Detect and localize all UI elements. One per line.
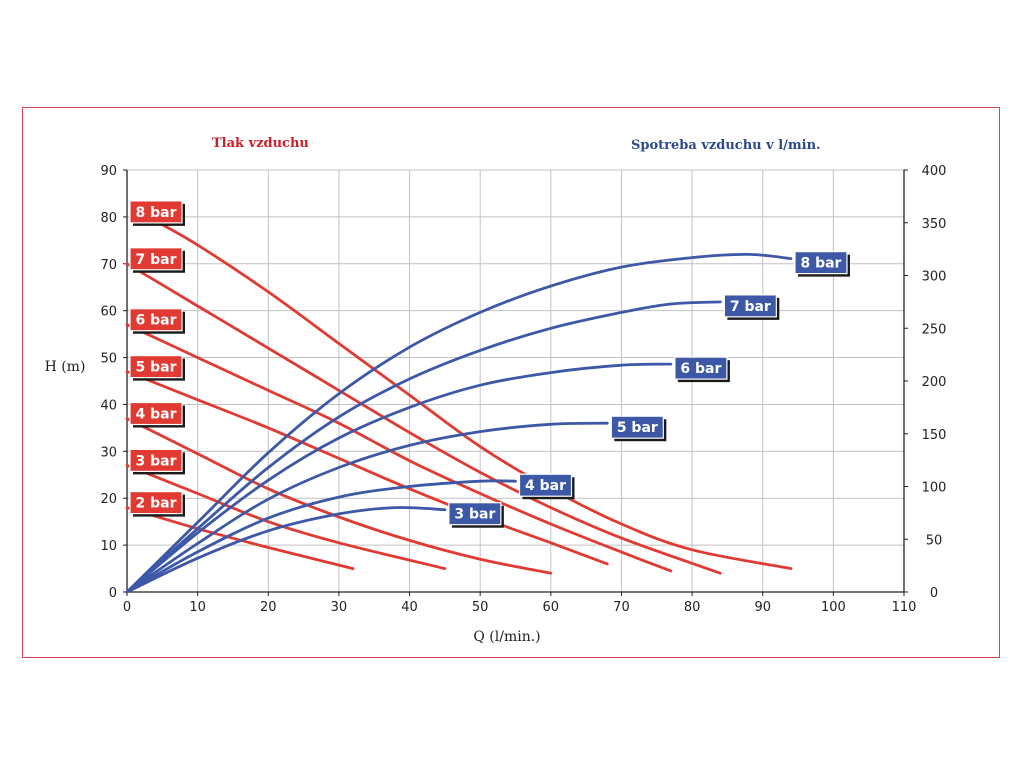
badge-text: 6 bar [136,313,177,329]
air-curve-6-bar [125,362,673,594]
air-curve-3-bar [125,506,447,594]
x-tick-label: 70 [613,600,630,615]
x-tick-label: 0 [123,600,131,615]
head-label-6-bar: 6 bar [129,308,185,334]
x-tick-label: 100 [821,600,846,615]
y2-tick-label: 150 [922,428,947,443]
x-tick-label: 90 [754,600,771,615]
badge-text: 6 bar [680,361,721,377]
air-curve-8-bar [125,252,793,594]
air-label-6-bar: 6 bar [674,356,730,383]
head-curve-7-bar [125,262,722,575]
pressure-legend-title: Tlak vzduchu [212,136,309,151]
badge-text: 3 bar [454,507,495,523]
x-tick-label: 110 [892,600,917,615]
head-label-8-bar: 8 bar [129,200,185,226]
badge-text: 5 bar [136,360,177,376]
y-tick-label: 80 [100,211,117,226]
y-tick-label: 50 [100,352,117,367]
badge-box [129,401,183,426]
badge-box [129,308,183,332]
y-axis-label: H (m) [45,359,86,375]
air-consumption-legend-title: Spotreba vzduchu v l/min. [631,138,821,153]
air-label-8-bar: 8 bar [794,251,850,277]
badge-text: 8 bar [800,256,841,272]
y-tick-label: 90 [100,164,117,179]
badge-text: 7 bar [136,252,177,268]
head-label-5-bar: 5 bar [129,355,185,381]
x-tick-label: 10 [189,600,206,615]
badge-box [610,415,664,439]
head-label-7-bar: 7 bar [129,247,185,273]
y-tick-label: 0 [109,586,117,601]
y-tick-label: 30 [100,445,117,460]
y2-tick-label: 350 [922,217,947,232]
x-axis-label: Q (l/min.) [473,629,540,645]
air-curve-4-bar [125,479,517,594]
x-tick-label: 30 [331,600,348,615]
y2-tick-label: 300 [922,270,947,285]
y-tick-label: 60 [100,305,117,320]
badge-box [448,502,502,526]
head-curve-8-bar [146,215,793,570]
badge-box [129,491,183,515]
x-tick-label: 50 [472,600,489,615]
chart-frame [22,107,1000,658]
head-curve-3-bar [125,464,447,570]
badge-box [518,473,573,497]
y2-tick-label: 100 [922,481,947,496]
badge-text: 5 bar [617,420,658,436]
badge-box [723,294,777,318]
badge-text: 4 bar [525,478,566,494]
x-tick-label: 20 [260,600,277,615]
badge-box [794,251,848,275]
badge-box [129,448,183,472]
head-curve-4-bar [125,417,553,575]
y-tick-label: 20 [100,492,117,507]
head-curve-6-bar [125,323,673,573]
badge-text: 3 bar [136,453,177,469]
y2-tick-label: 400 [922,164,947,179]
head-label-3-bar: 3 bar [129,448,185,475]
badge-box [129,355,183,379]
air-label-7-bar: 7 bar [723,294,780,320]
y-tick-label: 10 [100,539,117,554]
badge-text: 7 bar [730,299,771,315]
y2-tick-label: 50 [926,533,943,548]
head-curve-5-bar [125,370,609,566]
y-tick-label: 40 [100,398,117,413]
air-label-4-bar: 4 bar [518,473,575,500]
badge-text: 4 bar [136,407,177,423]
air-curve-5-bar [125,421,609,594]
badge-box [129,200,183,224]
air-label-5-bar: 5 bar [610,415,667,442]
y2-tick-label: 200 [922,375,947,390]
x-tick-label: 80 [684,600,701,615]
badge-box [129,247,183,271]
y2-tick-label: 250 [922,322,947,337]
x-tick-label: 60 [543,600,560,615]
badge-text: 8 bar [136,205,177,221]
y-tick-label: 70 [100,258,117,273]
badge-text: 2 bar [136,496,177,512]
air-curve-7-bar [125,300,722,594]
head-curve-2-bar [125,506,355,570]
head-label-4-bar: 4 bar [129,401,185,428]
y2-tick-label: 0 [930,586,938,601]
head-label-2-bar: 2 bar [129,491,185,517]
air-label-3-bar: 3 bar [448,502,504,528]
x-tick-label: 40 [401,600,418,615]
badge-box [674,356,728,380]
